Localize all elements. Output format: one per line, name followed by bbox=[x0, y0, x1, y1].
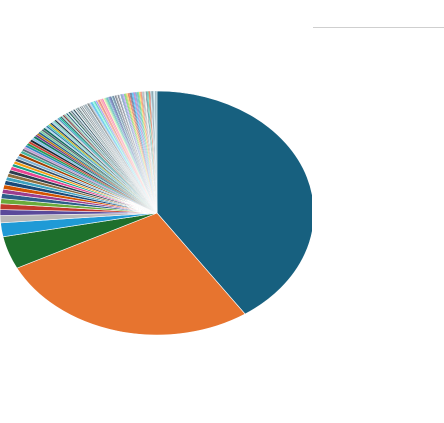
pie-chart bbox=[0, 90, 312, 336]
pie-slice-0 bbox=[156, 90, 312, 315]
pie-slice-1 bbox=[16, 212, 246, 336]
pie-slice-149 bbox=[155, 90, 158, 214]
pie-slices bbox=[0, 90, 312, 336]
legend-divider bbox=[313, 27, 444, 28]
legend bbox=[313, 24, 444, 400]
